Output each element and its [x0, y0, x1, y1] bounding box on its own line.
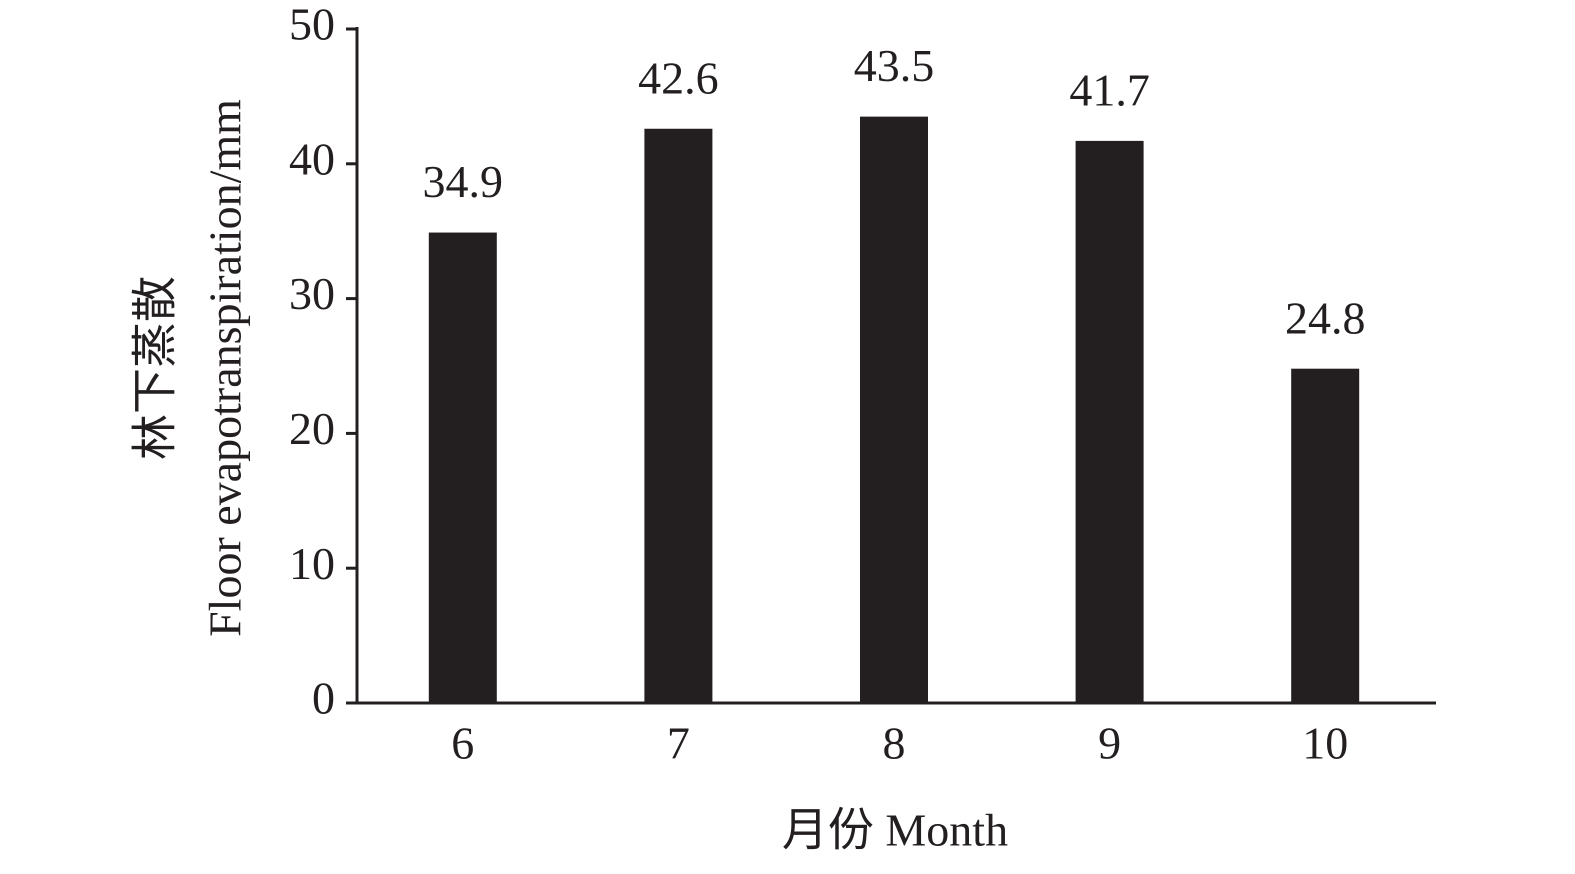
- x-tick-label: 7: [667, 718, 690, 769]
- value-label: 42.6: [638, 52, 719, 103]
- value-label: 41.7: [1069, 64, 1150, 115]
- y-tick-label: 20: [289, 403, 335, 454]
- y-axis-label: 林下蒸散: [130, 276, 181, 460]
- value-label: 43.5: [854, 40, 935, 91]
- x-axis-label: 月份 Month: [782, 805, 1008, 856]
- x-tick-label: 8: [883, 718, 906, 769]
- bar: [1075, 140, 1144, 703]
- y-axis-label: Floor evapotranspiration/mm: [200, 99, 251, 637]
- bar: [860, 116, 928, 704]
- value-label: 34.9: [423, 156, 504, 207]
- bar: [1291, 368, 1360, 703]
- x-tick-label: 9: [1098, 718, 1121, 769]
- x-tick-label: 6: [451, 718, 474, 769]
- y-tick-label: 30: [289, 268, 335, 319]
- bar: [644, 128, 713, 703]
- y-tick-label: 0: [312, 673, 335, 724]
- y-tick-label: 10: [289, 538, 335, 589]
- value-label: 24.8: [1285, 292, 1366, 343]
- x-tick-label: 10: [1302, 718, 1348, 769]
- bar: [428, 232, 497, 703]
- y-tick-label: 40: [289, 133, 335, 184]
- y-tick-label: 50: [289, 0, 335, 50]
